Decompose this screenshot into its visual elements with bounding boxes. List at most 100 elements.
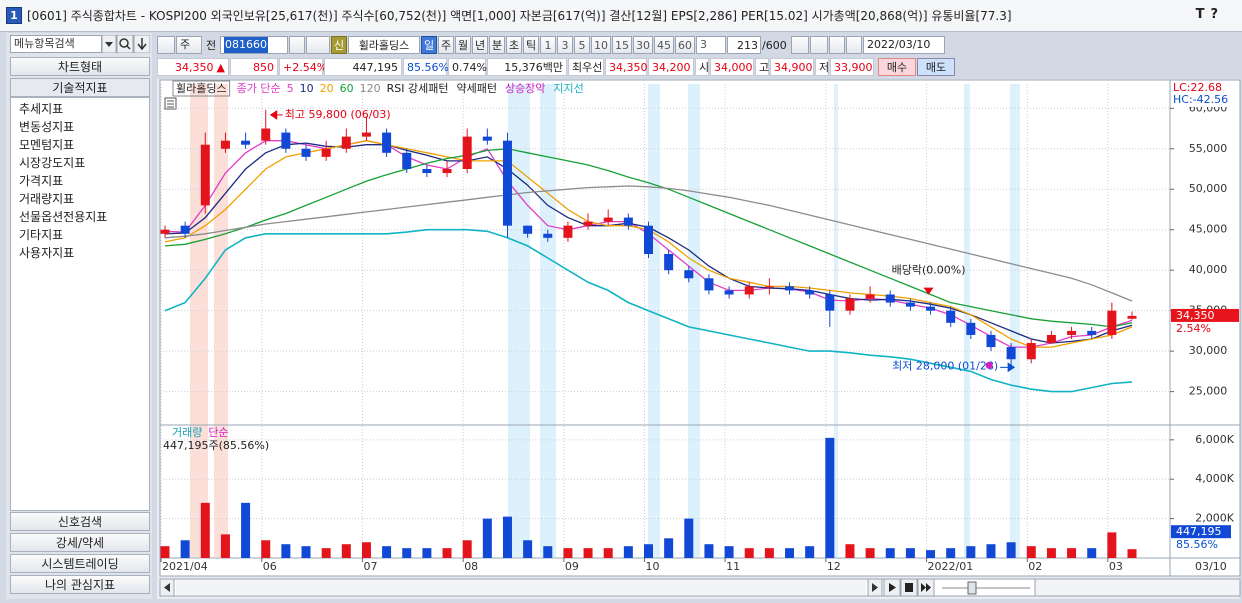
search-placeholder: 메뉴항목검색 [14, 37, 75, 50]
low-label: 저 [815, 58, 829, 76]
legend-stock: 휠라홀딩스 [176, 82, 227, 95]
period-button[interactable]: 분 [489, 36, 505, 54]
buy-button[interactable]: 매수 [878, 58, 916, 76]
window-number: 1 [6, 7, 22, 24]
period-type-select[interactable]: 주 [176, 36, 202, 54]
period-button[interactable]: 주 [438, 36, 454, 54]
settings[interactable] [846, 36, 862, 54]
volume-bar [402, 548, 412, 558]
legend-item: 지지선 [553, 82, 583, 95]
volume-bar [724, 546, 734, 558]
candle-body [724, 290, 734, 295]
volume-bar [502, 516, 512, 558]
tree-item[interactable]: 모멘텀지표 [15, 136, 74, 154]
interval-button[interactable]: 1 [540, 36, 556, 54]
tree-item[interactable]: 가격지표 [15, 172, 63, 190]
add-indicator[interactable] [791, 36, 809, 54]
candle-body [200, 144, 210, 206]
candle-body [261, 128, 271, 141]
volume-bar [563, 548, 573, 558]
tree-item[interactable]: 변동성지표 [15, 118, 74, 136]
volume-bar [1087, 548, 1097, 558]
indicators-header[interactable]: 기술적지표 [10, 78, 150, 97]
volume-bar [946, 548, 956, 558]
tree-item[interactable]: 선물옵션전용지표 [15, 208, 107, 226]
high-label: 고 [755, 58, 769, 76]
volume-bar [926, 550, 936, 558]
tree-item[interactable]: 기타지표 [15, 226, 63, 244]
interval-button[interactable]: 30 [633, 36, 653, 54]
period-button[interactable]: 월 [455, 36, 471, 54]
legend-item: 20 [320, 82, 334, 95]
x-tick-label: 2022/01 [928, 560, 974, 573]
period-type-select-text: 주 [180, 38, 191, 51]
volume-bar [764, 548, 774, 558]
sidebar-button[interactable]: 나의 관심지표 [10, 575, 150, 594]
search-box[interactable]: 메뉴항목검색 [10, 35, 102, 53]
volume-bar [785, 548, 795, 558]
volume-bar [1006, 542, 1016, 558]
sidebar-button[interactable]: 시스템트레이딩 [10, 554, 150, 573]
market-label: 전 [205, 39, 217, 52]
period-button[interactable]: 일 [421, 36, 437, 54]
volume-bar [583, 548, 593, 558]
candle-body [321, 148, 331, 157]
volume-bar [623, 546, 633, 558]
volume-bar [200, 502, 210, 558]
price-arrow: ▲ [216, 61, 225, 74]
volume-bar [281, 544, 291, 558]
sound-button[interactable] [306, 36, 330, 54]
tree-label: 가격지표 [19, 174, 64, 188]
interval-button[interactable]: 3 [557, 36, 573, 54]
x-tick-label: 07 [363, 560, 377, 573]
tree-item[interactable]: 시장강도지표 [15, 154, 85, 172]
zoom-thumb[interactable] [967, 581, 977, 595]
date-input[interactable]: 2022/03/10 [863, 36, 945, 54]
x-tick-label: 02 [1028, 560, 1042, 573]
tree-item[interactable]: 추세지표 [15, 100, 63, 118]
candle-body [563, 225, 573, 238]
multiplier-select-text: 3 [700, 38, 707, 51]
candle-body [220, 140, 230, 149]
volume-bar [422, 548, 432, 558]
interval-button[interactable]: 5 [574, 36, 590, 54]
y-tick-label: 30,000 [1189, 344, 1228, 357]
chart-type-button[interactable]: 차트형태 [10, 57, 150, 76]
x-tick-label: 03 [1109, 560, 1123, 573]
chart-menu[interactable] [157, 36, 175, 54]
search-buttons[interactable] [102, 35, 150, 53]
window-control[interactable]: ? [1210, 7, 1218, 22]
new-badge[interactable]: 신 [331, 36, 347, 54]
interval-button[interactable]: 60 [675, 36, 695, 54]
sell-button[interactable]: 매도 [917, 58, 955, 76]
event-annotation: 배당락(0.00%) [892, 264, 966, 277]
count-input[interactable]: 213 [727, 36, 761, 54]
sidebar-button[interactable]: 신호검색 [10, 512, 150, 531]
interval-button[interactable]: 10 [591, 36, 611, 54]
sidebar-button[interactable]: 강세/약세 [10, 533, 150, 552]
period-button[interactable]: 틱 [523, 36, 539, 54]
candle-body [785, 286, 795, 291]
volume-bar [825, 437, 835, 558]
tree-item[interactable]: 사용자지표 [15, 244, 74, 262]
volume-bar [341, 544, 351, 558]
window-control[interactable]: T [1195, 7, 1205, 22]
volume-bar [966, 546, 976, 558]
candle-body [905, 302, 915, 307]
period-button[interactable]: 년 [472, 36, 488, 54]
code-input[interactable]: 081660 [220, 36, 288, 54]
grid-toggle-lines [167, 100, 174, 108]
interval-button[interactable]: 15 [612, 36, 632, 54]
search-button[interactable] [289, 36, 305, 54]
period-button[interactable]: 초 [506, 36, 522, 54]
candle-body [502, 140, 512, 226]
turnover: 0.74% [448, 58, 487, 76]
stock-name[interactable]: 휠라홀딩스 [348, 36, 420, 54]
interval-button[interactable]: 45 [654, 36, 674, 54]
draw-tool[interactable] [810, 36, 828, 54]
play-icon [889, 583, 896, 592]
x-tick-label: 08 [464, 560, 478, 573]
save-chart[interactable] [829, 36, 845, 54]
tree-item[interactable]: 거래량지표 [15, 190, 74, 208]
multiplier-select[interactable]: 3 [696, 36, 726, 54]
